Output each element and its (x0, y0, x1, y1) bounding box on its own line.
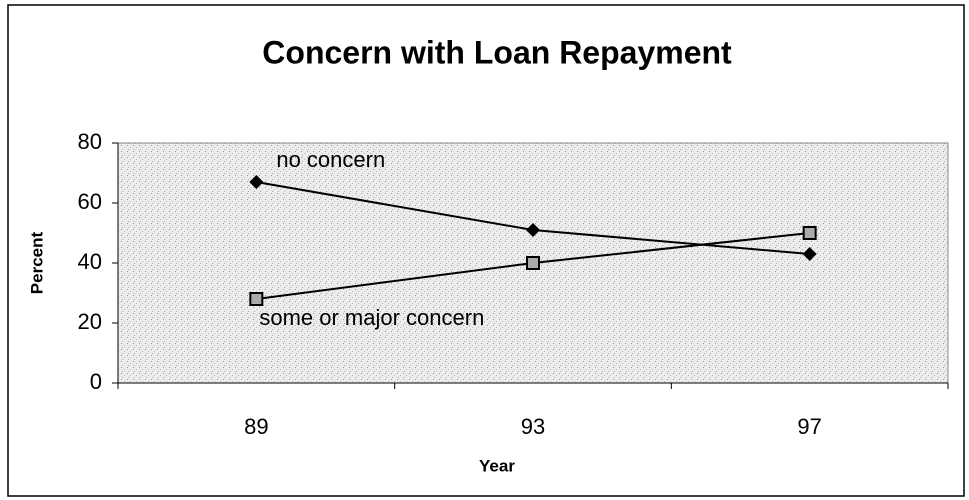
x-axis-label: Year (479, 456, 515, 475)
y-tick-label: 0 (90, 369, 102, 394)
y-tick-label: 60 (78, 189, 102, 214)
y-axis-label: Percent (27, 231, 46, 294)
marker (802, 226, 817, 240)
marker (526, 256, 540, 270)
series-label: no concern (276, 147, 385, 172)
marker (802, 247, 817, 261)
x-tick-label: 97 (797, 414, 821, 439)
y-tick-label: 20 (78, 309, 102, 334)
marker (249, 175, 264, 189)
marker (249, 292, 264, 306)
chart-title: Concern with Loan Repayment (262, 34, 732, 70)
series-label: some or major concern (259, 305, 484, 330)
marker (526, 223, 540, 237)
x-tick-label: 89 (244, 414, 268, 439)
y-tick-label: 40 (78, 249, 102, 274)
y-tick-label: 80 (78, 129, 102, 154)
x-tick-label: 93 (521, 414, 545, 439)
